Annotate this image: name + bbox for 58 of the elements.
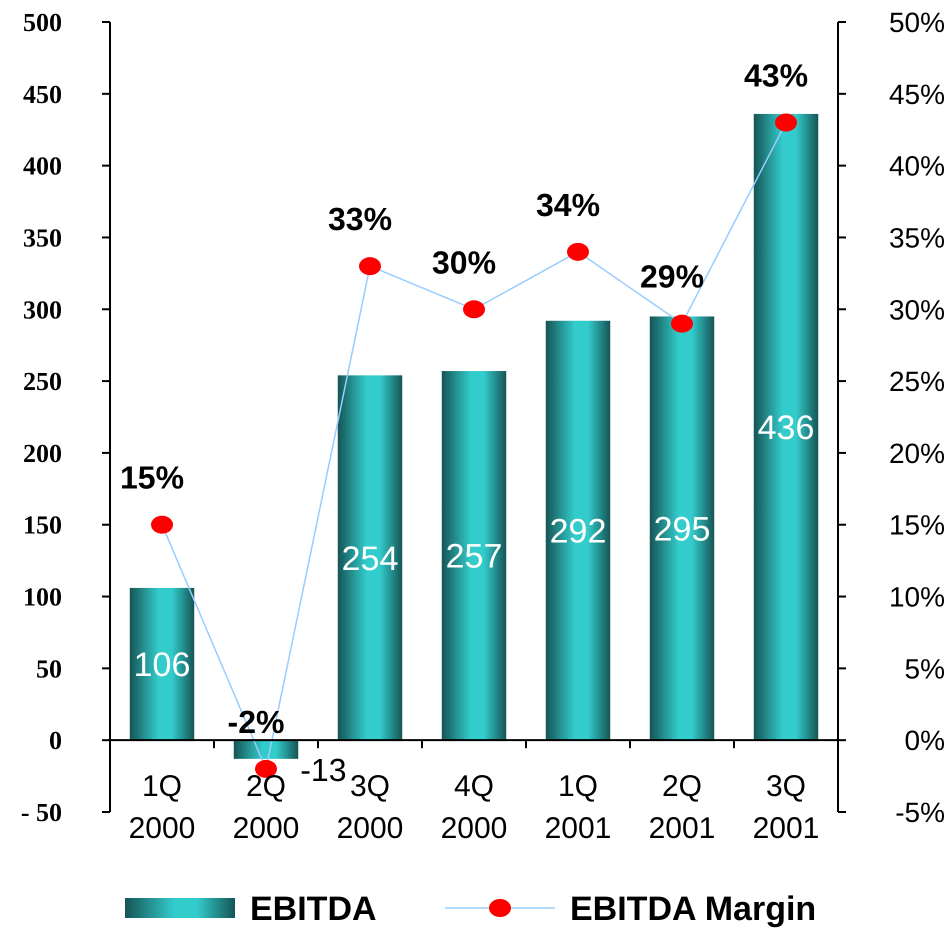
y-tick-label: 350: [23, 223, 62, 252]
y-tick-label: - 50: [20, 798, 62, 827]
data-label: 43%: [744, 58, 808, 94]
y2-tick-label: 30%: [888, 294, 945, 326]
x-tick-label: 2Q 2000: [232, 770, 300, 845]
y2-tick-label: -5%: [895, 797, 945, 828]
point: [671, 314, 693, 333]
x-tick-label: 3Q 2001: [752, 770, 820, 845]
point: [567, 242, 589, 261]
y-tick-label: 100: [23, 582, 62, 612]
point: [775, 114, 797, 132]
x-tick-label: 4Q 2000: [440, 770, 508, 845]
data-label: 30%: [432, 244, 496, 280]
y2-tick-label: 0%: [904, 725, 945, 756]
data-label: 15%: [120, 460, 184, 496]
bar: [650, 316, 714, 740]
y-tick-label: 500: [23, 8, 62, 37]
bar: [130, 588, 194, 740]
x-tick-label: 2Q 2001: [648, 770, 716, 845]
bar: [754, 114, 818, 740]
data-label: 34%: [536, 186, 600, 223]
bar: [442, 371, 506, 740]
x-tick-label: 1Q 2000: [128, 770, 196, 845]
y-tick-label: 200: [23, 438, 62, 468]
data-label: -2%: [228, 704, 284, 740]
legend-label: EBITDA: [250, 890, 377, 928]
data-label: 254: [342, 540, 398, 578]
point: [463, 300, 485, 318]
y-tick-label: 150: [23, 510, 62, 540]
x-tick-label: 1Q 2001: [544, 770, 612, 845]
y2-tick-label: 25%: [888, 366, 945, 398]
y2-tick-label: 45%: [888, 78, 945, 110]
y-tick-label: 50: [36, 654, 62, 684]
y-tick-label: 400: [23, 152, 62, 181]
y-tick-label: 450: [23, 80, 62, 109]
data-label: 29%: [640, 258, 704, 295]
y2-tick-label: 20%: [888, 438, 945, 469]
y2-tick-label: 35%: [888, 222, 945, 254]
data-label: 436: [758, 409, 814, 448]
y-tick-label: 250: [23, 367, 62, 396]
y2-tick-label: 5%: [904, 653, 945, 684]
y2-tick-label: 40%: [888, 150, 945, 182]
data-label: 292: [550, 512, 606, 550]
data-label: 33%: [328, 201, 392, 238]
y-tick-label: 300: [23, 295, 62, 324]
bar: [234, 740, 298, 759]
data-label: 295: [654, 510, 710, 548]
point: [359, 257, 381, 276]
data-label: 106: [134, 646, 190, 684]
y2-tick-label: 10%: [888, 582, 945, 613]
data-label: 257: [446, 538, 502, 576]
y2-tick-label: 50%: [888, 7, 945, 38]
bar: [338, 375, 402, 740]
y2-tick-label: 15%: [888, 510, 945, 541]
bar: [546, 320, 610, 740]
legend-label: EBITDA Margin: [570, 890, 816, 928]
y-tick-label: 0: [49, 726, 62, 756]
point: [151, 516, 173, 534]
